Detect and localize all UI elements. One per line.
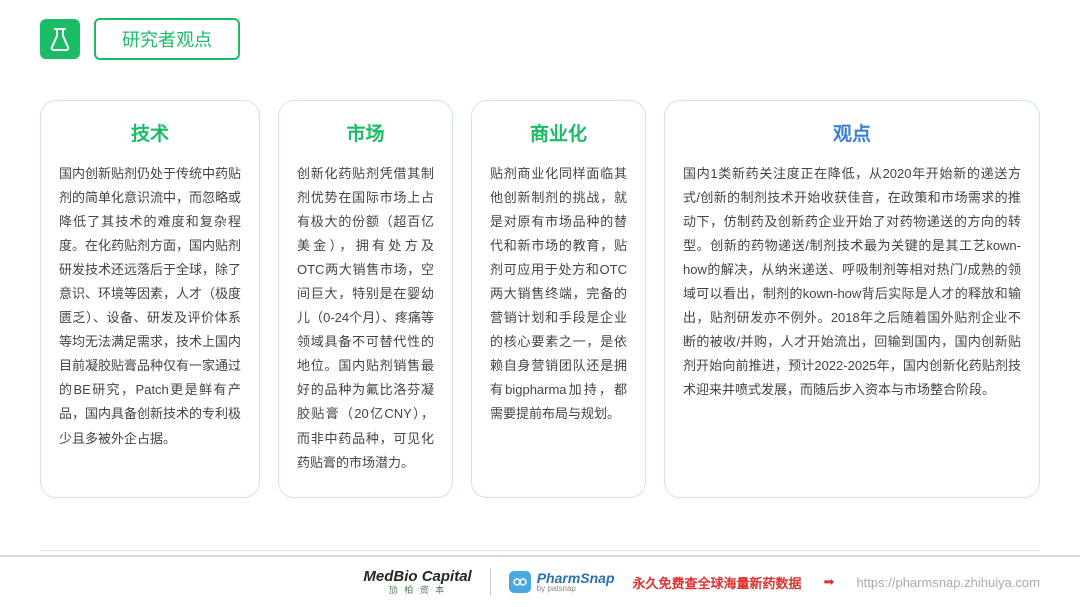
card-body: 国内创新贴剂仍处于传统中药贴剂的简单化意识流中，而忽略或降低了其技术的难度和复杂… <box>59 162 241 451</box>
card-row: 技术 国内创新贴剂仍处于传统中药贴剂的简单化意识流中，而忽略或降低了其技术的难度… <box>0 60 1080 498</box>
card-market: 市场 创新化药贴剂凭借其制剂优势在国际市场上占有极大的份额（超百亿美金），拥有处… <box>278 100 453 498</box>
card-title: 观点 <box>683 119 1021 146</box>
medbio-main: MedBio Capital <box>363 569 471 584</box>
footer-divider <box>490 568 491 596</box>
footer: MedBio Capital 劢 柏 资 本 PharmSnap by pats… <box>0 555 1080 607</box>
page-title: 研究者观点 <box>94 18 240 60</box>
card-title: 技术 <box>59 119 241 146</box>
pharmsnap-logo: PharmSnap by patsnap <box>509 571 615 593</box>
divider-line <box>40 550 1040 551</box>
medbio-logo: MedBio Capital 劢 柏 资 本 <box>363 569 471 595</box>
flask-icon <box>40 19 80 59</box>
card-body: 国内1类新药关注度正在降低，从2020年开始新的递送方式/创新的制剂技术开始收获… <box>683 162 1021 402</box>
card-title: 市场 <box>297 119 434 146</box>
promo-url[interactable]: https://pharmsnap.zhihuiya.com <box>856 575 1040 590</box>
card-commercial: 商业化 贴剂商业化同样面临其他创新制剂的挑战，就是对原有市场品种的替代和新市场的… <box>471 100 646 498</box>
pharmsnap-icon <box>509 571 531 593</box>
pharm-main: PharmSnap <box>537 571 615 585</box>
arrow-icon: ➡ <box>824 574 835 590</box>
card-viewpoint: 观点 国内1类新药关注度正在降低，从2020年开始新的递送方式/创新的制剂技术开… <box>664 100 1040 498</box>
card-tech: 技术 国内创新贴剂仍处于传统中药贴剂的简单化意识流中，而忽略或降低了其技术的难度… <box>40 100 260 498</box>
pharm-sub: by patsnap <box>537 585 615 593</box>
promo-text: 永久免费查全球海量新药数据 <box>633 573 802 592</box>
medbio-sub: 劢 柏 资 本 <box>389 586 447 595</box>
card-body: 贴剂商业化同样面临其他创新制剂的挑战，就是对原有市场品种的替代和新市场的教育，贴… <box>490 162 627 427</box>
card-title: 商业化 <box>490 119 627 146</box>
card-body: 创新化药贴剂凭借其制剂优势在国际市场上占有极大的份额（超百亿美金），拥有处方及O… <box>297 162 434 475</box>
